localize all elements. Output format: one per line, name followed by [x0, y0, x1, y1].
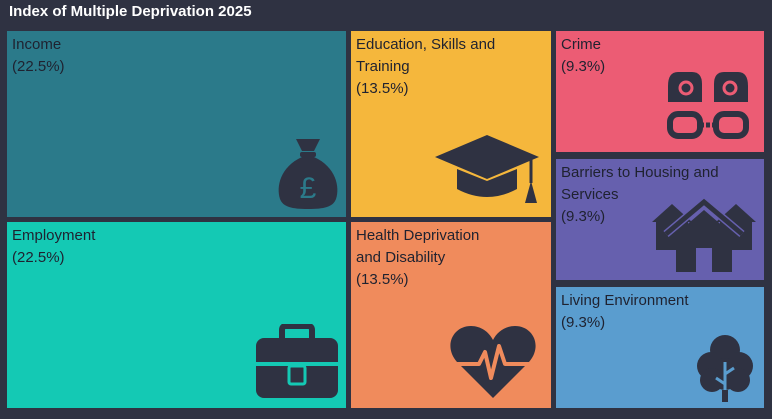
- tile-percentage: (13.5%): [356, 271, 409, 288]
- svg-text:£: £: [300, 172, 317, 205]
- briefcase-icon: [254, 324, 340, 400]
- tile-income: Income (22.5%) £: [7, 31, 346, 217]
- houses-icon: [650, 192, 758, 274]
- tile-percentage: (9.3%): [561, 208, 606, 225]
- tile-percentage: (22.5%): [12, 58, 65, 75]
- tile-health: Health Deprivation and Disability (13.5%…: [351, 222, 551, 408]
- tile-education: Education, Skills and Training (13.5%): [351, 31, 551, 217]
- tile-label: Barriers to Housing and Services: [561, 164, 719, 203]
- money-bag-pound-icon: £: [276, 135, 340, 209]
- tile-percentage: (22.5%): [12, 249, 65, 266]
- heart-pulse-icon: [449, 324, 537, 400]
- tile-label: Income: [12, 36, 62, 53]
- tile-label: Living Environment: [561, 292, 689, 309]
- tile-label: Employment: [12, 227, 96, 244]
- tile-crime: Crime (9.3%): [556, 31, 764, 152]
- chart-title: Index of Multiple Deprivation 2025: [9, 3, 252, 20]
- graduation-cap-icon: [431, 131, 543, 209]
- tile-percentage: (9.3%): [561, 314, 606, 331]
- tile-employment: Employment (22.5%): [7, 222, 346, 408]
- tile-housing: Barriers to Housing and Services (9.3%): [556, 159, 764, 280]
- tile-label: Crime: [561, 36, 601, 53]
- tile-label: Health Deprivation and Disability: [356, 227, 480, 266]
- tree-icon: [696, 332, 754, 402]
- tile-label: Education, Skills and Training: [356, 36, 496, 75]
- handcuffs-icon: [662, 66, 754, 146]
- tile-living-environment: Living Environment (9.3%): [556, 287, 764, 408]
- tile-percentage: (9.3%): [561, 58, 606, 75]
- tile-percentage: (13.5%): [356, 80, 409, 97]
